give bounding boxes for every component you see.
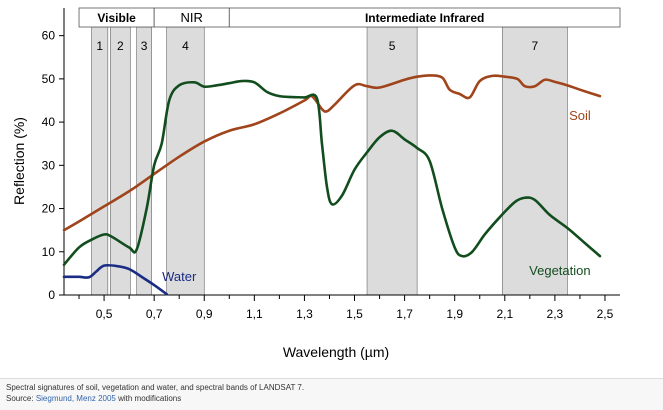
x-tick-label-1: 0,7	[146, 307, 163, 321]
labels-layer: Soil Vegetation Water	[162, 108, 591, 284]
series-line-water	[62, 263, 168, 296]
band-1	[91, 26, 109, 296]
band-2	[110, 26, 131, 296]
y-tick-label-40: 40	[42, 115, 56, 129]
x-tick-label-4: 1,3	[296, 307, 313, 321]
band-5	[366, 26, 418, 296]
x-tick-label-5: 1,5	[346, 307, 363, 321]
series-label-vegetation: Vegetation	[529, 263, 590, 278]
x-tick-label-10: 2,5	[597, 307, 614, 321]
source-suffix: with modifications	[118, 394, 182, 403]
y-tick-label-60: 60	[42, 29, 56, 43]
y-tick-label-20: 20	[42, 202, 56, 216]
source-link[interactable]: Siegmund, Menz 2005	[35, 394, 116, 403]
band-label-5: 5	[389, 39, 396, 53]
band-label-3: 3	[141, 39, 148, 53]
caption: Spectral signatures of soil, vegetation …	[0, 378, 663, 410]
x-tick-label-7: 1,9	[446, 307, 463, 321]
series-line-vegetation	[62, 79, 602, 267]
series-layer	[62, 74, 602, 296]
band-7	[501, 26, 568, 296]
series-label-soil: Soil	[569, 108, 591, 123]
caption-source: Source: Siegmund, Menz 2005 with modific…	[6, 394, 181, 403]
x-tick-label-0: 0,5	[96, 307, 113, 321]
y-tick-label-50: 50	[42, 72, 56, 86]
x-tick-label-2: 0,9	[196, 307, 213, 321]
x-tick-label-8: 2,1	[496, 307, 513, 321]
regions-header: Visible NIR Intermediate Infrared	[78, 7, 621, 28]
caption-text: Spectral signatures of soil, vegetation …	[6, 383, 305, 392]
y-tick-label-30: 30	[42, 158, 56, 172]
band-label-2: 2	[117, 39, 124, 53]
y-tick-label-10: 10	[42, 245, 56, 259]
band-label-1: 1	[96, 39, 103, 53]
x-axis-label: Wavelength (µm)	[283, 344, 389, 360]
region-label-1: NIR	[181, 10, 203, 25]
source-label: Source:	[6, 394, 34, 403]
band-3	[136, 26, 152, 296]
x-tick-label-9: 2,3	[547, 307, 564, 321]
band-label-7: 7	[532, 39, 539, 53]
y-axis-label: Reflection (%)	[11, 117, 27, 205]
series-label-water: Water	[162, 269, 197, 284]
region-label-0: Visible	[97, 11, 136, 25]
series-line-soil	[62, 74, 602, 232]
region-label-2: Intermediate Infrared	[365, 11, 484, 25]
x-tick-label-6: 1,7	[396, 307, 413, 321]
y-tick-label-0: 0	[48, 288, 55, 302]
x-tick-label-3: 1,1	[246, 307, 263, 321]
region-box-2	[228, 7, 621, 28]
band-label-4: 4	[182, 39, 189, 53]
axes: 0 10 20 30 40 50 60 0,5 0,7 0,9 1,1 1,3 1,5 1,7 1,9 2,1…	[11, 8, 620, 360]
